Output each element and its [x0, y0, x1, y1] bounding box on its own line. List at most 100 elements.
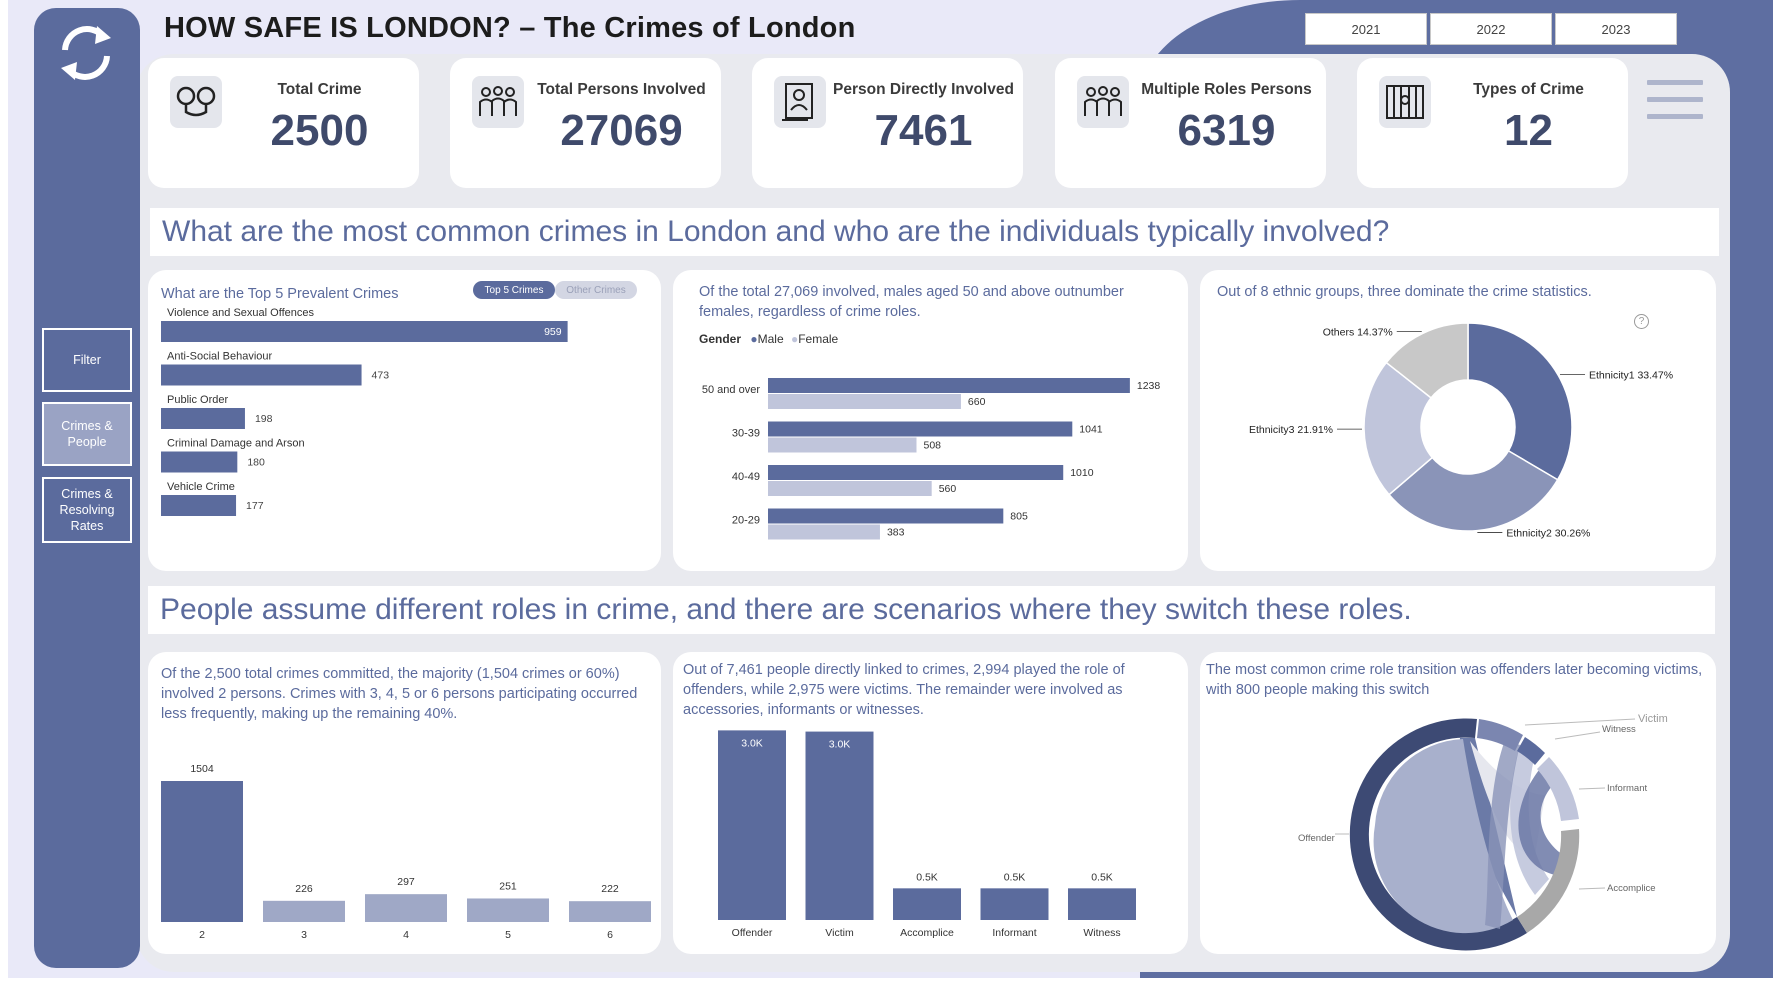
nav-crimes-resolving-rates[interactable]: Crimes & Resolving Rates [42, 477, 132, 543]
kpi-card-multiple-roles: Multiple Roles Persons 6319 [1055, 58, 1326, 188]
toggle-top5-crimes[interactable]: Top 5 Crimes [473, 281, 555, 299]
data-label: 180 [247, 457, 265, 469]
filter-button[interactable]: Filter [42, 328, 132, 392]
slice-label: Ethnicity1 33.47% [1589, 369, 1673, 381]
group-icon [1077, 76, 1129, 128]
data-label: 3.0K [829, 739, 851, 751]
chord-arc-offender [1349, 718, 1527, 951]
tick-label: 2 [199, 929, 205, 941]
bar [263, 900, 345, 922]
data-label: 0.5K [1091, 871, 1113, 883]
tick-label: 5 [505, 929, 511, 941]
bar [768, 508, 1004, 524]
bar [365, 894, 447, 922]
refresh-icon[interactable] [53, 20, 119, 86]
legend-dot-female: ● [790, 332, 799, 346]
tick-label: Criminal Damage and Arson [167, 438, 305, 450]
data-label: 1041 [1079, 424, 1103, 436]
data-label: 222 [601, 883, 619, 895]
card-title: What are the Top 5 Prevalent Crimes [161, 286, 399, 302]
chord-label-accomplice: Accomplice [1607, 883, 1656, 894]
nav-crimes-people[interactable]: Crimes & People [42, 402, 132, 466]
bar [768, 421, 1073, 437]
tick-label: Violence and Sexual Offences [167, 307, 314, 319]
chord-arc-informant [1537, 757, 1579, 821]
card-top-crimes: What are the Top 5 Prevalent Crimes Top … [148, 270, 661, 571]
slice-label: Others 14.37% [1323, 327, 1393, 339]
year-button-2022[interactable]: 2022 [1430, 13, 1552, 45]
bar [893, 888, 961, 920]
chart-top-crimes: Violence and Sexual Offences 959 Anti-Soci… [161, 307, 568, 516]
kpi-card-types-of-crime: Types of Crime 12 [1357, 58, 1628, 188]
kpi-card-total-crime: Total Crime 2500 [148, 58, 419, 188]
bar [768, 481, 932, 496]
bar [569, 901, 651, 922]
group-icon [472, 76, 524, 128]
section-heading-crime-roles: People assume different roles in crime, … [148, 586, 1715, 634]
year-button-2023[interactable]: 2023 [1555, 13, 1677, 45]
data-label: 226 [295, 883, 313, 895]
tick-label: 30-39 [732, 428, 760, 440]
card-gender-age: Of the total 27,069 involved, males aged… [673, 270, 1188, 571]
tick-label: Offender [732, 927, 773, 939]
tick-label: 40-49 [732, 471, 760, 483]
help-icon[interactable]: ? [1634, 314, 1649, 329]
chord-ribbon [1373, 739, 1513, 934]
tick-label: 50 and over [702, 384, 760, 396]
legend-dot-male: ● [750, 332, 758, 346]
kpi-card-person-direct: Person Directly Involved 7461 [752, 58, 1023, 188]
chord-arc-witness [1517, 737, 1545, 765]
tick-label: Anti-Social Behaviour [167, 351, 273, 363]
kpi-value: 12 [1504, 106, 1553, 155]
card-title: The most common crime role transition wa… [1206, 662, 1703, 698]
menu-icon[interactable] [1647, 80, 1703, 128]
kpi-value: 7461 [874, 106, 973, 155]
bar [768, 465, 1064, 480]
data-label: 1010 [1070, 467, 1094, 479]
slice-label: Ethnicity3 21.91% [1249, 424, 1333, 436]
data-label: 251 [499, 880, 517, 892]
toggle-other-crimes[interactable]: Other Crimes [555, 281, 637, 299]
bar [768, 437, 917, 453]
chart-ethnic-groups: Ethnicity1 33.47% Ethnicity2 30.26% Ethnic… [1249, 322, 1673, 540]
bar [718, 730, 786, 920]
chord-label-witness: Witness [1602, 724, 1636, 735]
page-title: HOW SAFE IS LONDON? – The Crimes of Lond… [164, 12, 856, 44]
sidebar [34, 8, 140, 968]
card-title: Of the 2,500 total crimes committed, the… [161, 666, 638, 722]
chord-label-offender: Offender [1298, 833, 1335, 844]
card-title: Out of 8 ethnic groups, three dominate t… [1217, 284, 1592, 300]
donut-slice [1387, 449, 1559, 532]
kpi-value: 2500 [270, 106, 369, 155]
tick-label: Victim [825, 927, 854, 939]
kpi-card-total-persons: Total Persons Involved 27069 [450, 58, 721, 188]
year-button-2021[interactable]: 2021 [1305, 13, 1427, 45]
card-role-transition: The most common crime role transition wa… [1200, 652, 1716, 954]
card-persons-per-crime: Of the 2,500 total crimes committed, the… [148, 652, 661, 954]
tick-label: 20-29 [732, 515, 760, 527]
legend: Gender ●Male ●Female [699, 332, 838, 346]
kpi-label: Types of Crime [1473, 81, 1584, 98]
tick-label: Accomplice [900, 927, 954, 939]
bar [161, 781, 243, 922]
data-label: 1504 [190, 763, 214, 775]
handcuffs-icon [170, 76, 222, 128]
chord-ribbon [1518, 770, 1563, 875]
data-label: 297 [397, 876, 415, 888]
data-label: 473 [372, 370, 390, 382]
bar [161, 321, 568, 342]
card-title: Out of 7,461 people directly linked to c… [683, 662, 1125, 718]
tick-label: 6 [607, 929, 613, 941]
data-label: 0.5K [916, 871, 938, 883]
bar [1068, 888, 1136, 920]
card-ethnic-groups: Out of 8 ethnic groups, three dominate t… [1200, 270, 1716, 571]
bar [161, 364, 362, 386]
donut-slice [1385, 322, 1469, 399]
slice-label: Ethnicity2 30.26% [1506, 528, 1590, 540]
kpi-label: Multiple Roles Persons [1141, 81, 1312, 98]
chord-ribbon [1510, 745, 1549, 895]
legend-label-male: Male [757, 332, 784, 346]
chord-label-informant: Informant [1607, 783, 1647, 794]
